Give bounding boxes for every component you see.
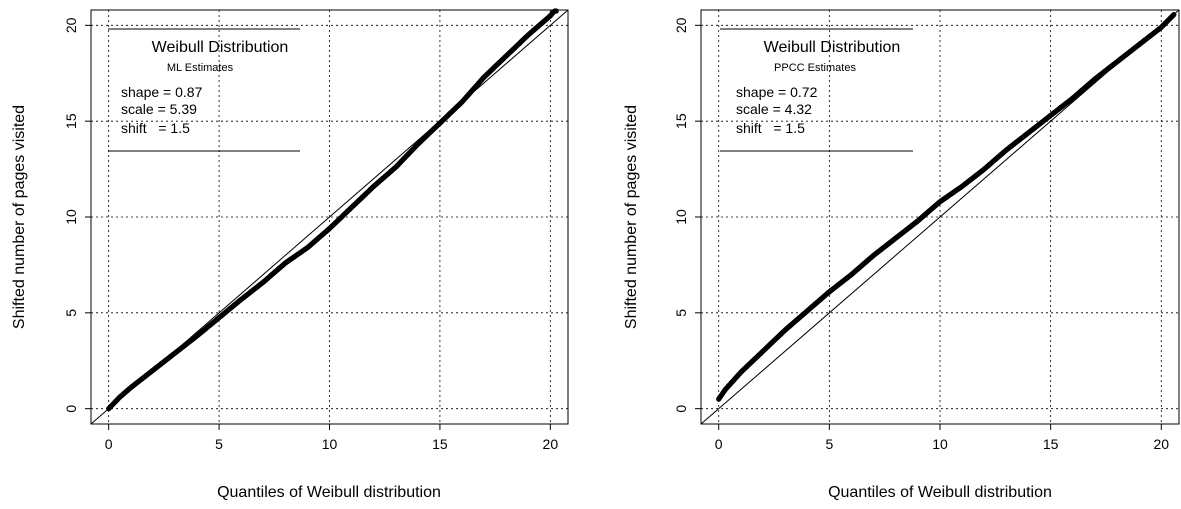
right-legend: Weibull Distribution PPCC Estimates shap… (720, 28, 913, 152)
left-scale-value: 5.39 (170, 101, 197, 117)
left-shape-sep: = (159, 84, 175, 100)
right-x-tick-label: 15 (1043, 436, 1059, 452)
left-legend: Weibull Distribution ML Estimates shape … (108, 28, 300, 152)
right-y-tick-label: 15 (673, 113, 689, 129)
right-shape-value: 0.72 (790, 84, 817, 100)
left-shift-value: 1.5 (170, 120, 190, 136)
left-x-tick-label: 5 (215, 436, 223, 452)
left-shape-label: shape (121, 84, 159, 100)
left-y-tick-label: 5 (63, 309, 79, 317)
left-scale-sep: = (154, 101, 170, 117)
right-legend-title: Weibull Distribution (764, 39, 901, 56)
right-shape-sep: = (774, 84, 790, 100)
right-legend-subtitle: PPCC Estimates (774, 62, 856, 74)
left-x-tick-label: 15 (432, 436, 448, 452)
right-x-tick-label: 0 (715, 436, 723, 452)
left-legend-param-shift: shift = 1.5 (121, 120, 190, 136)
right-y-axis-title: Shifted number of pages visited (623, 105, 640, 329)
left-y-ticks: 0 5 10 15 20 (63, 17, 91, 413)
right-legend-param-scale: scale = 4.32 (736, 101, 812, 117)
right-y-tick-label: 5 (673, 309, 689, 317)
right-x-axis-title: Quantiles of Weibull distribution (828, 484, 1052, 501)
right-y-tick-label: 0 (673, 405, 689, 413)
left-y-axis-title: Shifted number of pages visited (11, 105, 28, 329)
left-data-point (553, 8, 559, 14)
right-x-tick-label: 5 (825, 436, 833, 452)
left-points (106, 8, 559, 412)
right-y-tick-label: 10 (673, 209, 689, 225)
left-y-tick-label: 15 (63, 113, 79, 129)
left-shape-value: 0.87 (175, 84, 202, 100)
right-legend-param-shape: shape = 0.72 (736, 84, 818, 100)
right-panel: 0 5 10 15 20 0 5 10 15 20 Quantiles of Weibull d… (623, 9, 1180, 501)
right-data-point (1171, 12, 1177, 18)
left-legend-subtitle: ML Estimates (167, 62, 234, 74)
left-y-tick-label: 0 (63, 405, 79, 413)
right-points (716, 12, 1177, 402)
left-x-tick-label: 20 (543, 436, 559, 452)
right-scale-value: 4.32 (785, 101, 812, 117)
left-x-tick-label: 0 (105, 436, 113, 452)
right-shift-label: shift (736, 120, 762, 136)
left-x-tick-label: 10 (322, 436, 338, 452)
right-scale-sep: = (769, 101, 785, 117)
right-shift-sep: = (762, 120, 786, 136)
left-y-tick-label: 20 (63, 17, 79, 33)
right-y-ticks: 0 5 10 15 20 (673, 17, 701, 413)
right-x-tick-label: 20 (1154, 436, 1170, 452)
left-grid (91, 10, 568, 424)
right-shape-label: shape (736, 84, 774, 100)
left-x-ticks: 0 5 10 15 20 (105, 424, 559, 452)
left-legend-param-shape: shape = 0.87 (121, 84, 203, 100)
right-x-ticks: 0 5 10 15 20 (715, 424, 1169, 452)
left-panel: 0 5 10 15 20 0 5 10 15 20 Quantiles of Weibull d… (11, 8, 569, 501)
left-scale-label: scale (121, 101, 154, 117)
right-y-tick-label: 20 (673, 17, 689, 33)
left-legend-param-scale: scale = 5.39 (121, 101, 197, 117)
left-shift-sep: = (147, 120, 171, 136)
right-x-tick-label: 10 (932, 436, 948, 452)
right-scale-label: scale (736, 101, 769, 117)
left-shift-label: shift (121, 120, 147, 136)
left-x-axis-title: Quantiles of Weibull distribution (217, 484, 441, 501)
left-legend-title: Weibull Distribution (152, 39, 289, 56)
right-shift-value: 1.5 (785, 120, 805, 136)
right-grid (701, 10, 1179, 424)
right-legend-param-shift: shift = 1.5 (736, 120, 805, 136)
left-y-tick-label: 10 (63, 209, 79, 225)
right-reference-line (700, 9, 1180, 425)
